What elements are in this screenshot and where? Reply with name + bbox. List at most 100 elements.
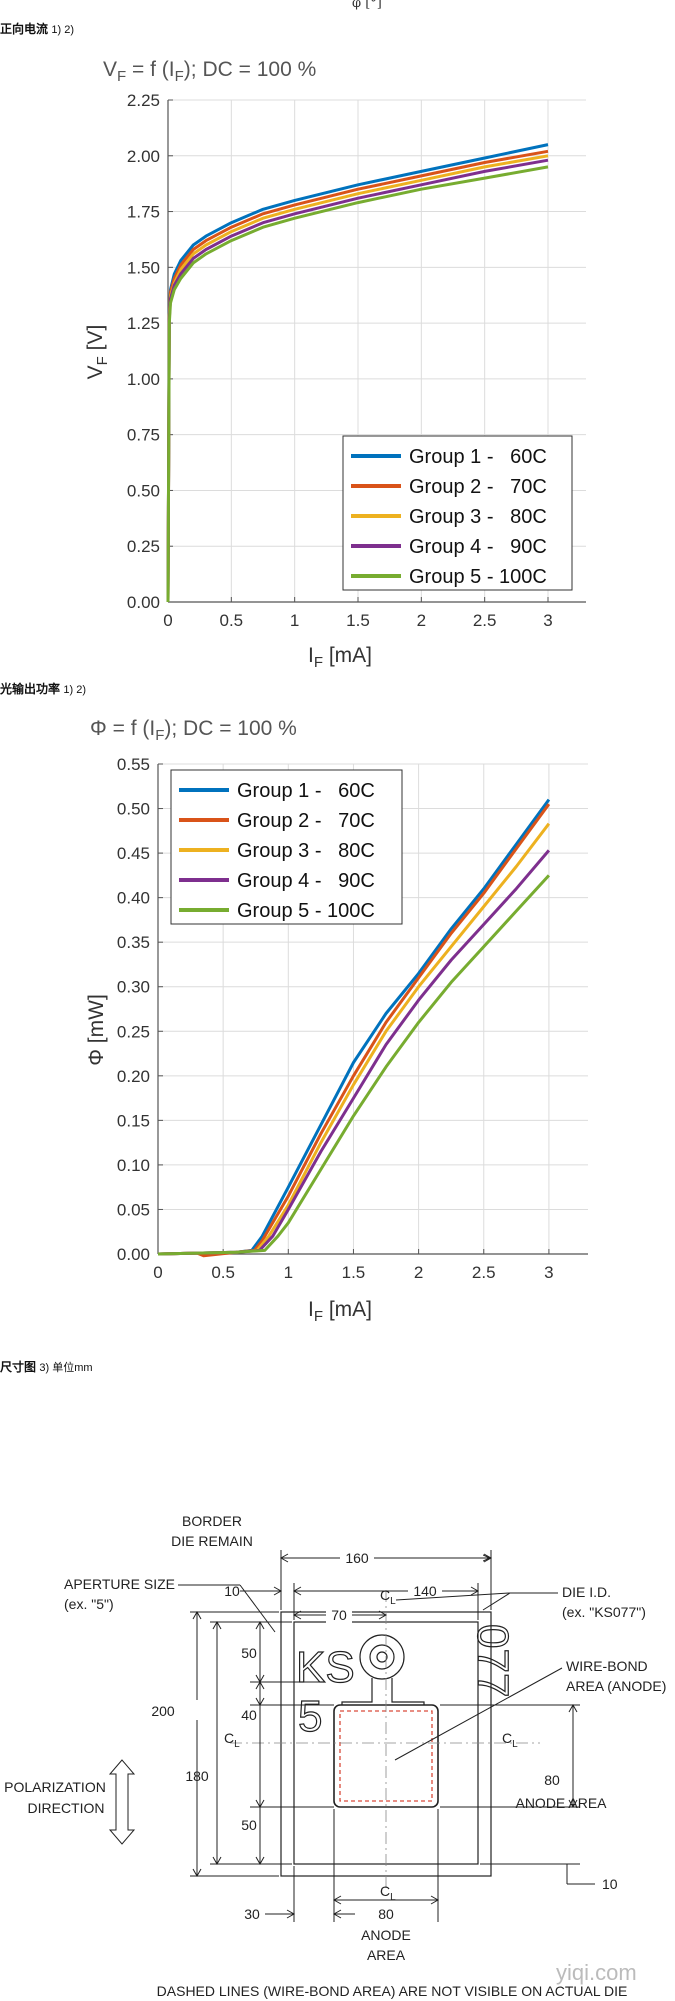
legend-label-group-4: Group 4 - 90C xyxy=(237,870,375,892)
centerline-symbol-bottom: CL xyxy=(380,1883,396,1903)
y-tick-label: 0.55 xyxy=(117,755,150,774)
section-title-dimensions: 尺寸图 3) 单位mm xyxy=(0,1358,93,1375)
dim-180: 180 xyxy=(185,1768,209,1784)
y-tick-label: 0.00 xyxy=(127,593,160,612)
aperture-neck xyxy=(341,1678,425,1705)
chart-radiant-power: Φ = f (IF); DC = 100 % 0 0.5 1 1.5 2 2.5 3 0.00… xyxy=(85,717,588,1325)
legend-label-group-1: Group 1 - 60C xyxy=(409,446,547,468)
dim-80-bottom: 80 xyxy=(378,1906,394,1922)
die-marking-ks: KS xyxy=(296,1643,355,1692)
x-tick-label: 0 xyxy=(153,1263,162,1282)
aperture-label-2: (ex. "5") xyxy=(64,1596,114,1612)
section-note: 3) 单位mm xyxy=(39,1362,93,1374)
y-tick-label: 0.00 xyxy=(117,1245,150,1264)
svg-text:CL: CL xyxy=(224,1730,240,1750)
x-tick-label: 0 xyxy=(163,611,172,630)
y-tick-label: 0.30 xyxy=(117,978,150,997)
y-axis-label: Φ [mW] xyxy=(85,994,108,1066)
x-tick-label: 2.5 xyxy=(473,611,497,630)
legend-label-group-5: Group 5 - 100C xyxy=(409,566,547,588)
y-tick-label: 0.75 xyxy=(127,426,160,445)
centerline-symbol-right: CL xyxy=(502,1730,518,1750)
aperture-mid-circle xyxy=(369,1644,395,1670)
aperture-inner-circle xyxy=(376,1651,388,1663)
y-tick-label: 0.05 xyxy=(117,1200,150,1219)
anode-area-label-right: ANODE AREA xyxy=(515,1795,607,1811)
polarization-arrow xyxy=(108,1759,136,1845)
legend-label-group-4: Group 4 - 90C xyxy=(409,536,547,558)
die-id-label-2: (ex. "KS077") xyxy=(562,1604,646,1620)
die-marking-aperture: 5 xyxy=(298,1692,322,1741)
anode-area-label-bottom-2: AREA xyxy=(367,1947,406,1963)
legend-label-group-2: Group 2 - 70C xyxy=(409,476,547,498)
x-tick-label: 2 xyxy=(414,1263,423,1282)
border-label-1: BORDER xyxy=(182,1513,242,1529)
y-tick-label: 0.25 xyxy=(127,537,160,556)
dim-160: 160 xyxy=(345,1550,369,1566)
x-tick-label: 1.5 xyxy=(346,611,370,630)
legend-box xyxy=(170,769,403,925)
dimension-drawing: KS 5 077 CL CL CL CL 160 140 10 70 xyxy=(4,1513,666,1999)
y-tick-label: 0.50 xyxy=(117,800,150,819)
dim-70: 70 xyxy=(331,1607,347,1623)
x-tick-label: 0.5 xyxy=(211,1263,235,1282)
legend-label-group-1: Group 1 - 60C xyxy=(237,780,375,802)
section-title-text: 尺寸图 xyxy=(0,1360,37,1374)
dim-140: 140 xyxy=(413,1583,437,1599)
y-tick-label: 1.75 xyxy=(127,203,160,222)
section-title-forward-current: 正向电流 1) 2) xyxy=(0,20,74,37)
y-tick-label: 0.50 xyxy=(127,481,160,500)
series-line-group-5 xyxy=(157,874,551,1256)
legend-label-group-2: Group 2 - 70C xyxy=(237,810,375,832)
y-tick-label: 2.25 xyxy=(127,91,160,110)
chart-title: Φ = f (IF); DC = 100 % xyxy=(90,717,297,744)
y-tick-label: 2.00 xyxy=(127,147,160,166)
dim-10-top: 10 xyxy=(224,1583,240,1599)
chart-forward-voltage: VF = f (IF); DC = 100 % 0 0.5 1 1.5 2 2.5 3 0.0… xyxy=(84,58,586,671)
centerline-symbol-left: CL xyxy=(224,1730,240,1750)
y-tick-label: 0.20 xyxy=(117,1067,150,1086)
top-fragment-label: φ [°] xyxy=(352,0,382,11)
footnote: DASHED LINES (WIRE-BOND AREA) ARE NOT VI… xyxy=(157,1983,628,1999)
legend-label-group-3: Group 3 - 80C xyxy=(237,840,375,862)
x-tick-label: 1 xyxy=(290,611,299,630)
die-marking-id: 077 xyxy=(468,1624,517,1697)
x-tick-label: 3 xyxy=(543,611,552,630)
x-tick-label: 2.5 xyxy=(472,1263,496,1282)
section-title-text: 正向电流 xyxy=(0,22,49,36)
y-tick-label: 0.25 xyxy=(117,1022,150,1041)
polarization-label-1: POLARIZATION xyxy=(4,1779,106,1795)
dim-80-right: 80 xyxy=(544,1772,560,1788)
dim-50-bottom: 50 xyxy=(241,1817,257,1833)
series-line-group-5 xyxy=(166,165,549,603)
legend-label-group-5: Group 5 - 100C xyxy=(237,900,375,922)
x-axis-label: IF [mA] xyxy=(308,1298,372,1325)
y-tick-label: 0.10 xyxy=(117,1156,150,1175)
dim-40: 40 xyxy=(241,1707,257,1723)
x-axis-label: IF [mA] xyxy=(308,644,372,671)
legend-box xyxy=(342,435,573,591)
svg-text:CL: CL xyxy=(380,1883,396,1903)
legend-label-group-3: Group 3 - 80C xyxy=(409,506,547,528)
aperture-label-1: APERTURE SIZE xyxy=(64,1576,175,1592)
y-tick-label: 1.00 xyxy=(127,370,160,389)
section-title-text: 光输出功率 xyxy=(0,682,61,696)
dim-30: 30 xyxy=(244,1906,260,1922)
x-tick-label: 2 xyxy=(417,611,426,630)
x-tick-label: 1 xyxy=(284,1263,293,1282)
border-label-2: DIE REMAIN xyxy=(171,1533,253,1549)
x-tick-label: 3 xyxy=(544,1263,553,1282)
chart-title: VF = f (IF); DC = 100 % xyxy=(103,58,316,85)
section-note: 1) 2) xyxy=(63,684,86,696)
wire-bond-label-1: WIRE-BOND xyxy=(566,1658,648,1674)
series-line-group-2 xyxy=(157,803,551,1258)
aperture-outer-circle xyxy=(359,1634,405,1680)
centerline-symbol-top: CL xyxy=(380,1587,396,1607)
section-note: 1) 2) xyxy=(51,24,74,36)
y-tick-label: 0.15 xyxy=(117,1111,150,1130)
y-tick-label: 0.35 xyxy=(117,933,150,952)
y-tick-label: 0.45 xyxy=(117,844,150,863)
y-tick-label: 1.25 xyxy=(127,314,160,333)
watermark-logo: yiqi.com xyxy=(556,1960,637,1985)
legend: Group 1 - 60C Group 2 - 70C Group 3 - 80C G… xyxy=(170,769,403,925)
